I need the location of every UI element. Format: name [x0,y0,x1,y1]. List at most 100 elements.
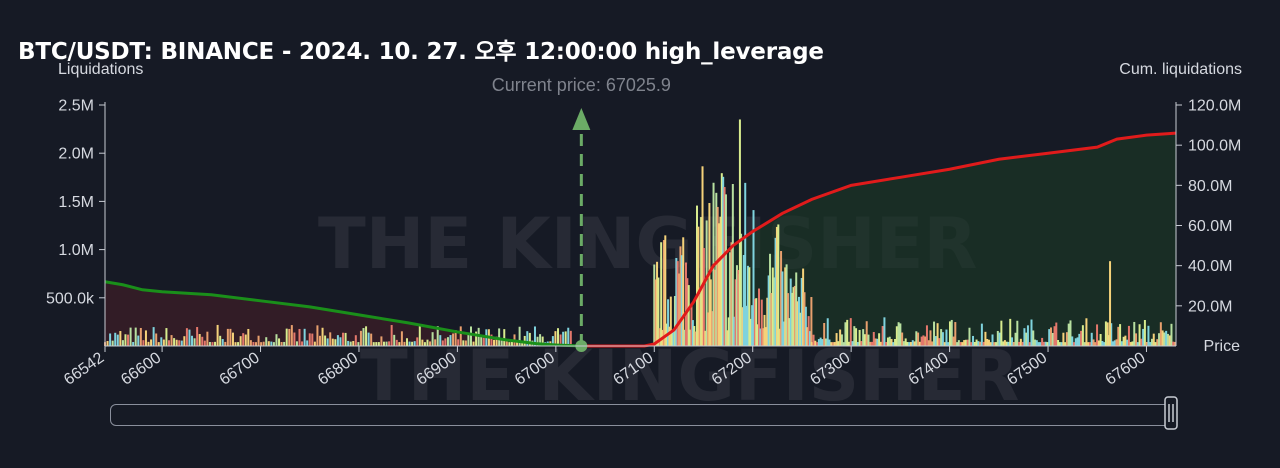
liquidation-bar [874,338,877,346]
liquidation-bar [775,226,778,346]
liquidation-bar [793,285,796,346]
liquidation-bar [354,335,357,346]
liquidation-bar [472,341,475,346]
liquidation-bar [795,272,798,346]
liquidation-bar [701,166,704,346]
liquidation-bar [788,318,791,346]
liquidation-bar [812,334,815,346]
liquidation-bar [904,338,907,346]
liquidation-bar [723,187,726,346]
liquidation-bar [1145,341,1148,346]
liquidation-bar [372,342,375,346]
liquidation-bar [709,279,712,346]
liquidation-bar [503,329,506,346]
liquidation-bar [819,337,822,346]
liquidation-bar [1097,340,1100,346]
liquidation-bar [1012,341,1015,346]
liquidation-bar [226,328,229,346]
liquidation-bar [1081,325,1084,346]
liquidation-bar [1019,338,1022,346]
liquidation-bar [336,335,339,346]
liquidation-bar [564,331,567,346]
liquidation-bar [242,333,245,346]
liquidation-bar [773,277,776,346]
liquidation-bar [1087,342,1090,346]
y-tick-label: 500.0k [46,290,95,307]
liquidation-bar [1092,339,1095,346]
liquidation-bar [526,331,529,346]
liquidation-bar [679,246,682,346]
liquidation-bar [562,331,565,346]
liquidation-bar [718,223,721,346]
liquidation-bar [694,331,697,346]
liquidation-bar [748,267,751,346]
liquidation-bar [940,329,943,346]
liquidation-bar [872,331,875,346]
liquidation-bar [1149,342,1152,346]
liquidation-bar [290,325,293,346]
liquidation-bar [1058,342,1061,346]
liquidation-bar [751,305,754,346]
liquidation-bar [1030,319,1033,346]
liquidation-bar [959,342,962,346]
liquidation-bar [1126,339,1129,346]
liquidation-bar [760,299,763,346]
liquidation-bar [1041,337,1044,346]
liquidation-bar [385,341,388,346]
liquidation-bar [929,330,932,346]
y2-tick-label: 100.0M [1188,138,1241,155]
liquidation-bar [1085,318,1088,346]
liquidation-bar [842,342,845,346]
liquidation-bar [817,339,820,346]
liquidation-bar [892,342,895,346]
liquidation-bar [457,339,460,346]
liquidation-bar [237,342,240,346]
liquidation-bar [952,336,955,346]
liquidation-bar [206,331,209,346]
liquidation-bar [160,337,163,346]
liquidation-bar [1156,339,1159,346]
liquidation-bar [221,339,224,346]
liquidation-bar [680,255,683,346]
liquidation-bar [436,326,439,346]
liquidation-bar [832,342,835,346]
liquidation-bar [198,334,201,346]
liquidation-bar [152,327,155,346]
liquidation-bar [656,261,659,346]
liquidation-bar [924,336,927,346]
liquidation-bar [741,307,744,346]
liquidation-bar [119,331,122,346]
liquidation-bar [738,119,741,347]
liquidation-bar [1014,332,1017,346]
liquidation-bar [536,336,539,346]
liquidation-bar [505,340,508,346]
range-slider-handle[interactable] [1162,396,1180,430]
liquidation-bar [810,342,813,346]
liquidation-bar [943,342,946,346]
liquidation-bar [690,303,693,346]
liquidation-bar [382,341,385,346]
liquidation-bar [722,176,725,346]
liquidation-bar [272,342,275,346]
liquidation-bar [1122,336,1125,346]
liquidation-bar [324,335,327,346]
liquidation-bar [533,326,536,346]
liquidation-bar [986,338,989,346]
liquidation-bar [941,332,944,346]
range-slider-track[interactable] [110,404,1177,426]
short-cum-line [581,131,1177,348]
liquidation-bar [229,328,232,346]
liquidation-bar [510,339,513,346]
liquidation-bar [1129,342,1132,346]
x-tick-label: 66542 [61,349,107,389]
liquidation-bar [691,320,694,346]
liquidation-bar [559,334,562,346]
liquidation-bar [713,269,716,346]
liquidation-bar [853,326,856,346]
liquidation-bar [697,226,700,346]
liquidation-bar [231,332,234,346]
liquidation-bar [1161,330,1164,346]
liquidation-bar [441,340,444,346]
liquidation-bar [855,328,858,346]
